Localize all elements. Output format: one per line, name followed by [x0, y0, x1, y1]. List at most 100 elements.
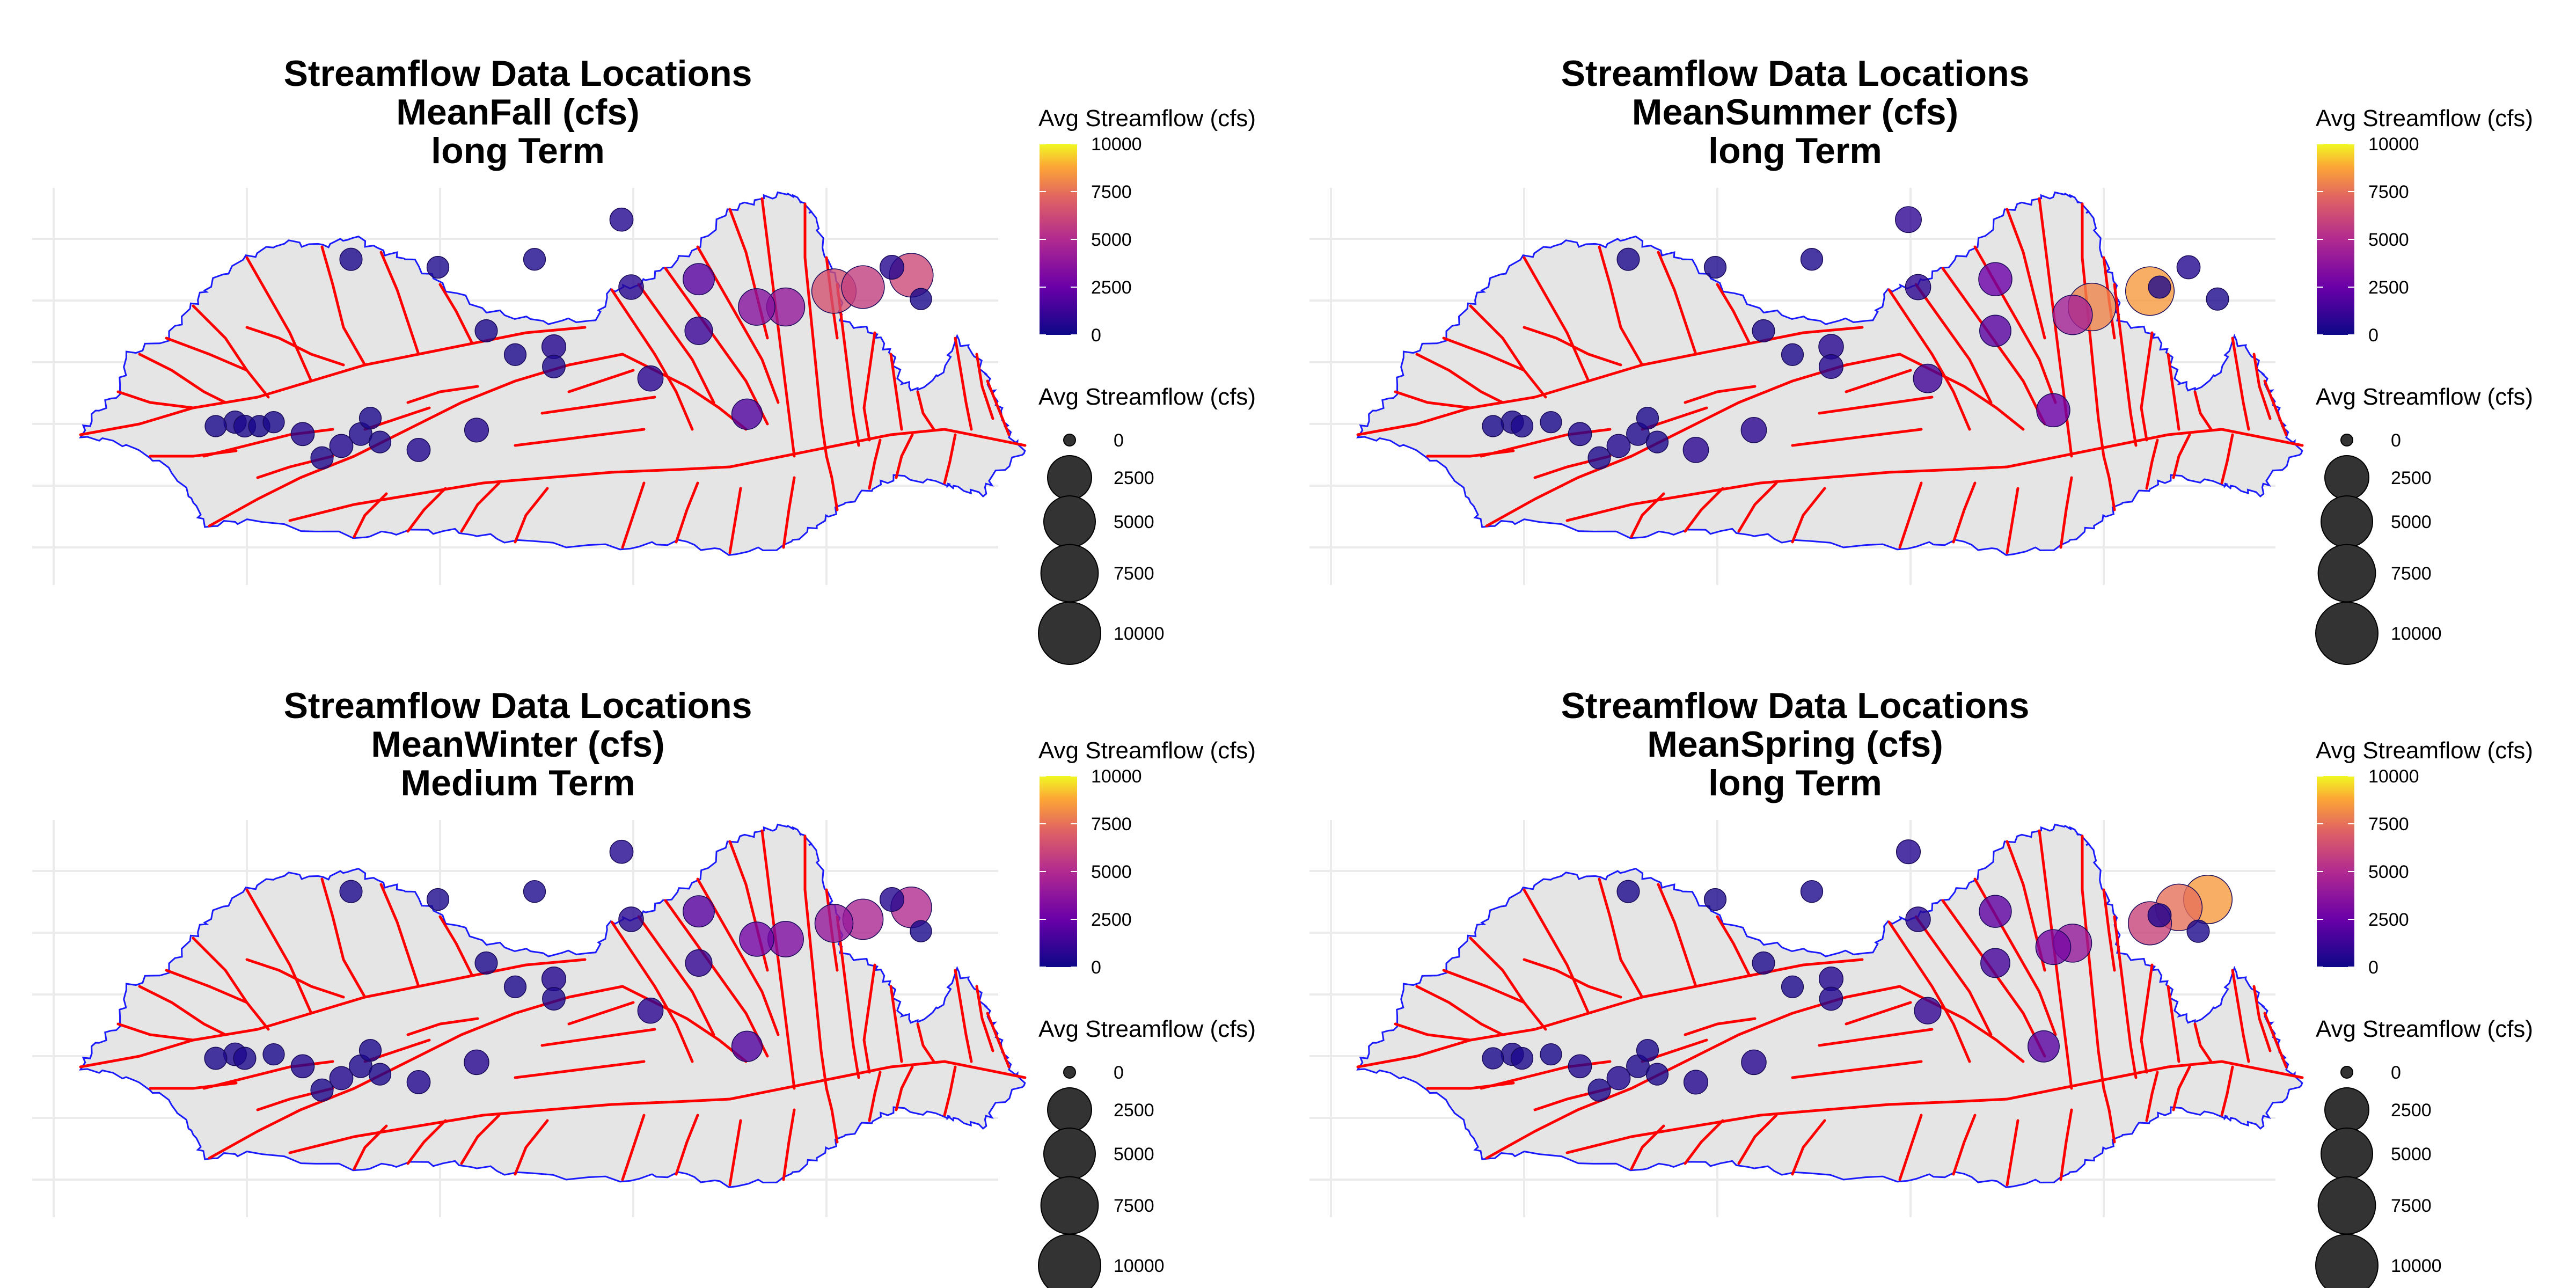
river-line	[986, 379, 1011, 436]
size-legend-label: 10000	[1114, 624, 1165, 644]
river-line	[2172, 1065, 2191, 1111]
station-marker	[2147, 903, 2172, 927]
size-legend-label: 0	[1114, 430, 1124, 451]
size-legend-circle	[1063, 434, 1076, 447]
color-legend-label: 2500	[2368, 277, 2409, 298]
river-line	[1716, 915, 1751, 977]
river-line	[1684, 1017, 1757, 1036]
river-line	[149, 449, 238, 458]
station-marker	[503, 975, 527, 998]
color-legend-label: 7500	[2368, 814, 2409, 835]
river-line	[2145, 1071, 2159, 1122]
color-legend-label: 5000	[2368, 862, 2409, 882]
station-marker	[329, 434, 354, 458]
panel-title-line: Streamflow Data Locations	[284, 53, 752, 94]
river-line	[540, 1028, 656, 1047]
river-line	[1598, 245, 1644, 367]
station-marker	[1616, 247, 1640, 271]
river-line	[1442, 969, 1526, 1004]
map-area	[1309, 188, 2304, 585]
station-marker	[523, 248, 546, 271]
size-legend-circle	[1043, 495, 1096, 548]
river-line	[2193, 390, 2213, 431]
river-line	[1356, 326, 1864, 436]
station-marker	[329, 1066, 354, 1091]
river-line	[1523, 888, 1590, 1015]
station-marker	[2028, 1030, 2060, 1063]
river-line	[1598, 877, 1644, 999]
station-marker	[464, 418, 489, 443]
color-legend-title: Avg Streamflow (cfs)	[2316, 105, 2533, 131]
station-marker	[879, 887, 905, 912]
river-line	[2252, 985, 2272, 1052]
station-marker	[1781, 343, 1804, 366]
color-legend-label: 7500	[2368, 182, 2409, 202]
size-legend-label: 5000	[1114, 512, 1154, 532]
size-legend-title: Avg Streamflow (cfs)	[2316, 1016, 2533, 1042]
river-line	[320, 877, 367, 999]
color-legend-label: 0	[2368, 325, 2379, 346]
river-line	[288, 1097, 731, 1154]
station-marker	[310, 446, 334, 470]
size-legend-label: 2500	[2391, 1100, 2432, 1121]
river-line	[2113, 283, 2138, 447]
panel-title-line: long Term	[1708, 763, 1882, 803]
station-marker	[1606, 1066, 1631, 1091]
station-marker	[1980, 948, 2010, 978]
river-line	[406, 1017, 479, 1036]
station-marker	[339, 247, 363, 271]
station-marker	[1587, 446, 1611, 470]
station-marker	[1800, 880, 1824, 903]
river-line	[1415, 985, 1504, 1036]
river-line	[460, 1114, 501, 1165]
station-marker	[474, 951, 498, 975]
river-line	[406, 1119, 447, 1165]
river-line	[567, 369, 635, 393]
size-legend-title: Avg Streamflow (cfs)	[1038, 1016, 1256, 1042]
size-legend-circle	[2317, 1176, 2376, 1235]
size-legend-label: 5000	[2391, 512, 2432, 532]
river-line	[1394, 390, 1472, 409]
river-line	[954, 336, 973, 431]
station-marker	[910, 920, 932, 942]
station-marker	[683, 895, 715, 928]
station-marker	[1540, 1043, 1562, 1066]
river-line	[675, 1114, 699, 1176]
station-marker	[290, 422, 315, 447]
station-marker	[731, 1030, 763, 1062]
river-line	[1657, 883, 1697, 988]
size-legend-label: 0	[2391, 1063, 2401, 1083]
station-marker	[1741, 1049, 1767, 1075]
river-line	[825, 1087, 839, 1144]
size-legend-circle	[1063, 1066, 1076, 1079]
river-line	[1442, 336, 1526, 372]
river-line	[2006, 428, 2304, 469]
size-legend-circle	[1038, 602, 1101, 665]
station-marker	[406, 438, 431, 462]
river-line	[1818, 1028, 1934, 1047]
river-line	[1737, 1114, 1778, 1165]
color-legend-label: 2500	[1091, 910, 1132, 930]
station-marker	[1979, 895, 2012, 928]
river-line	[2263, 379, 2288, 436]
river-line	[975, 353, 994, 420]
river-line	[165, 336, 248, 372]
color-legend-label: 2500	[1091, 277, 1132, 298]
river-line	[2113, 915, 2138, 1079]
station-marker	[1587, 1078, 1611, 1102]
river-line	[2263, 1012, 2288, 1069]
size-legend-circle	[2321, 1128, 2373, 1180]
river-line	[2059, 1108, 2073, 1181]
river-line	[862, 331, 876, 442]
river-line	[288, 465, 731, 522]
river-line	[2006, 487, 2019, 554]
station-marker	[2052, 295, 2093, 335]
river-line	[1684, 1119, 1724, 1165]
panel-title-line: MeanWinter (cfs)	[371, 724, 664, 765]
river-line	[1469, 304, 1547, 399]
river-line	[1898, 985, 2025, 1063]
size-legend-circle	[2321, 495, 2373, 548]
station-marker	[290, 1054, 315, 1079]
size-legend-circle	[2317, 544, 2376, 603]
